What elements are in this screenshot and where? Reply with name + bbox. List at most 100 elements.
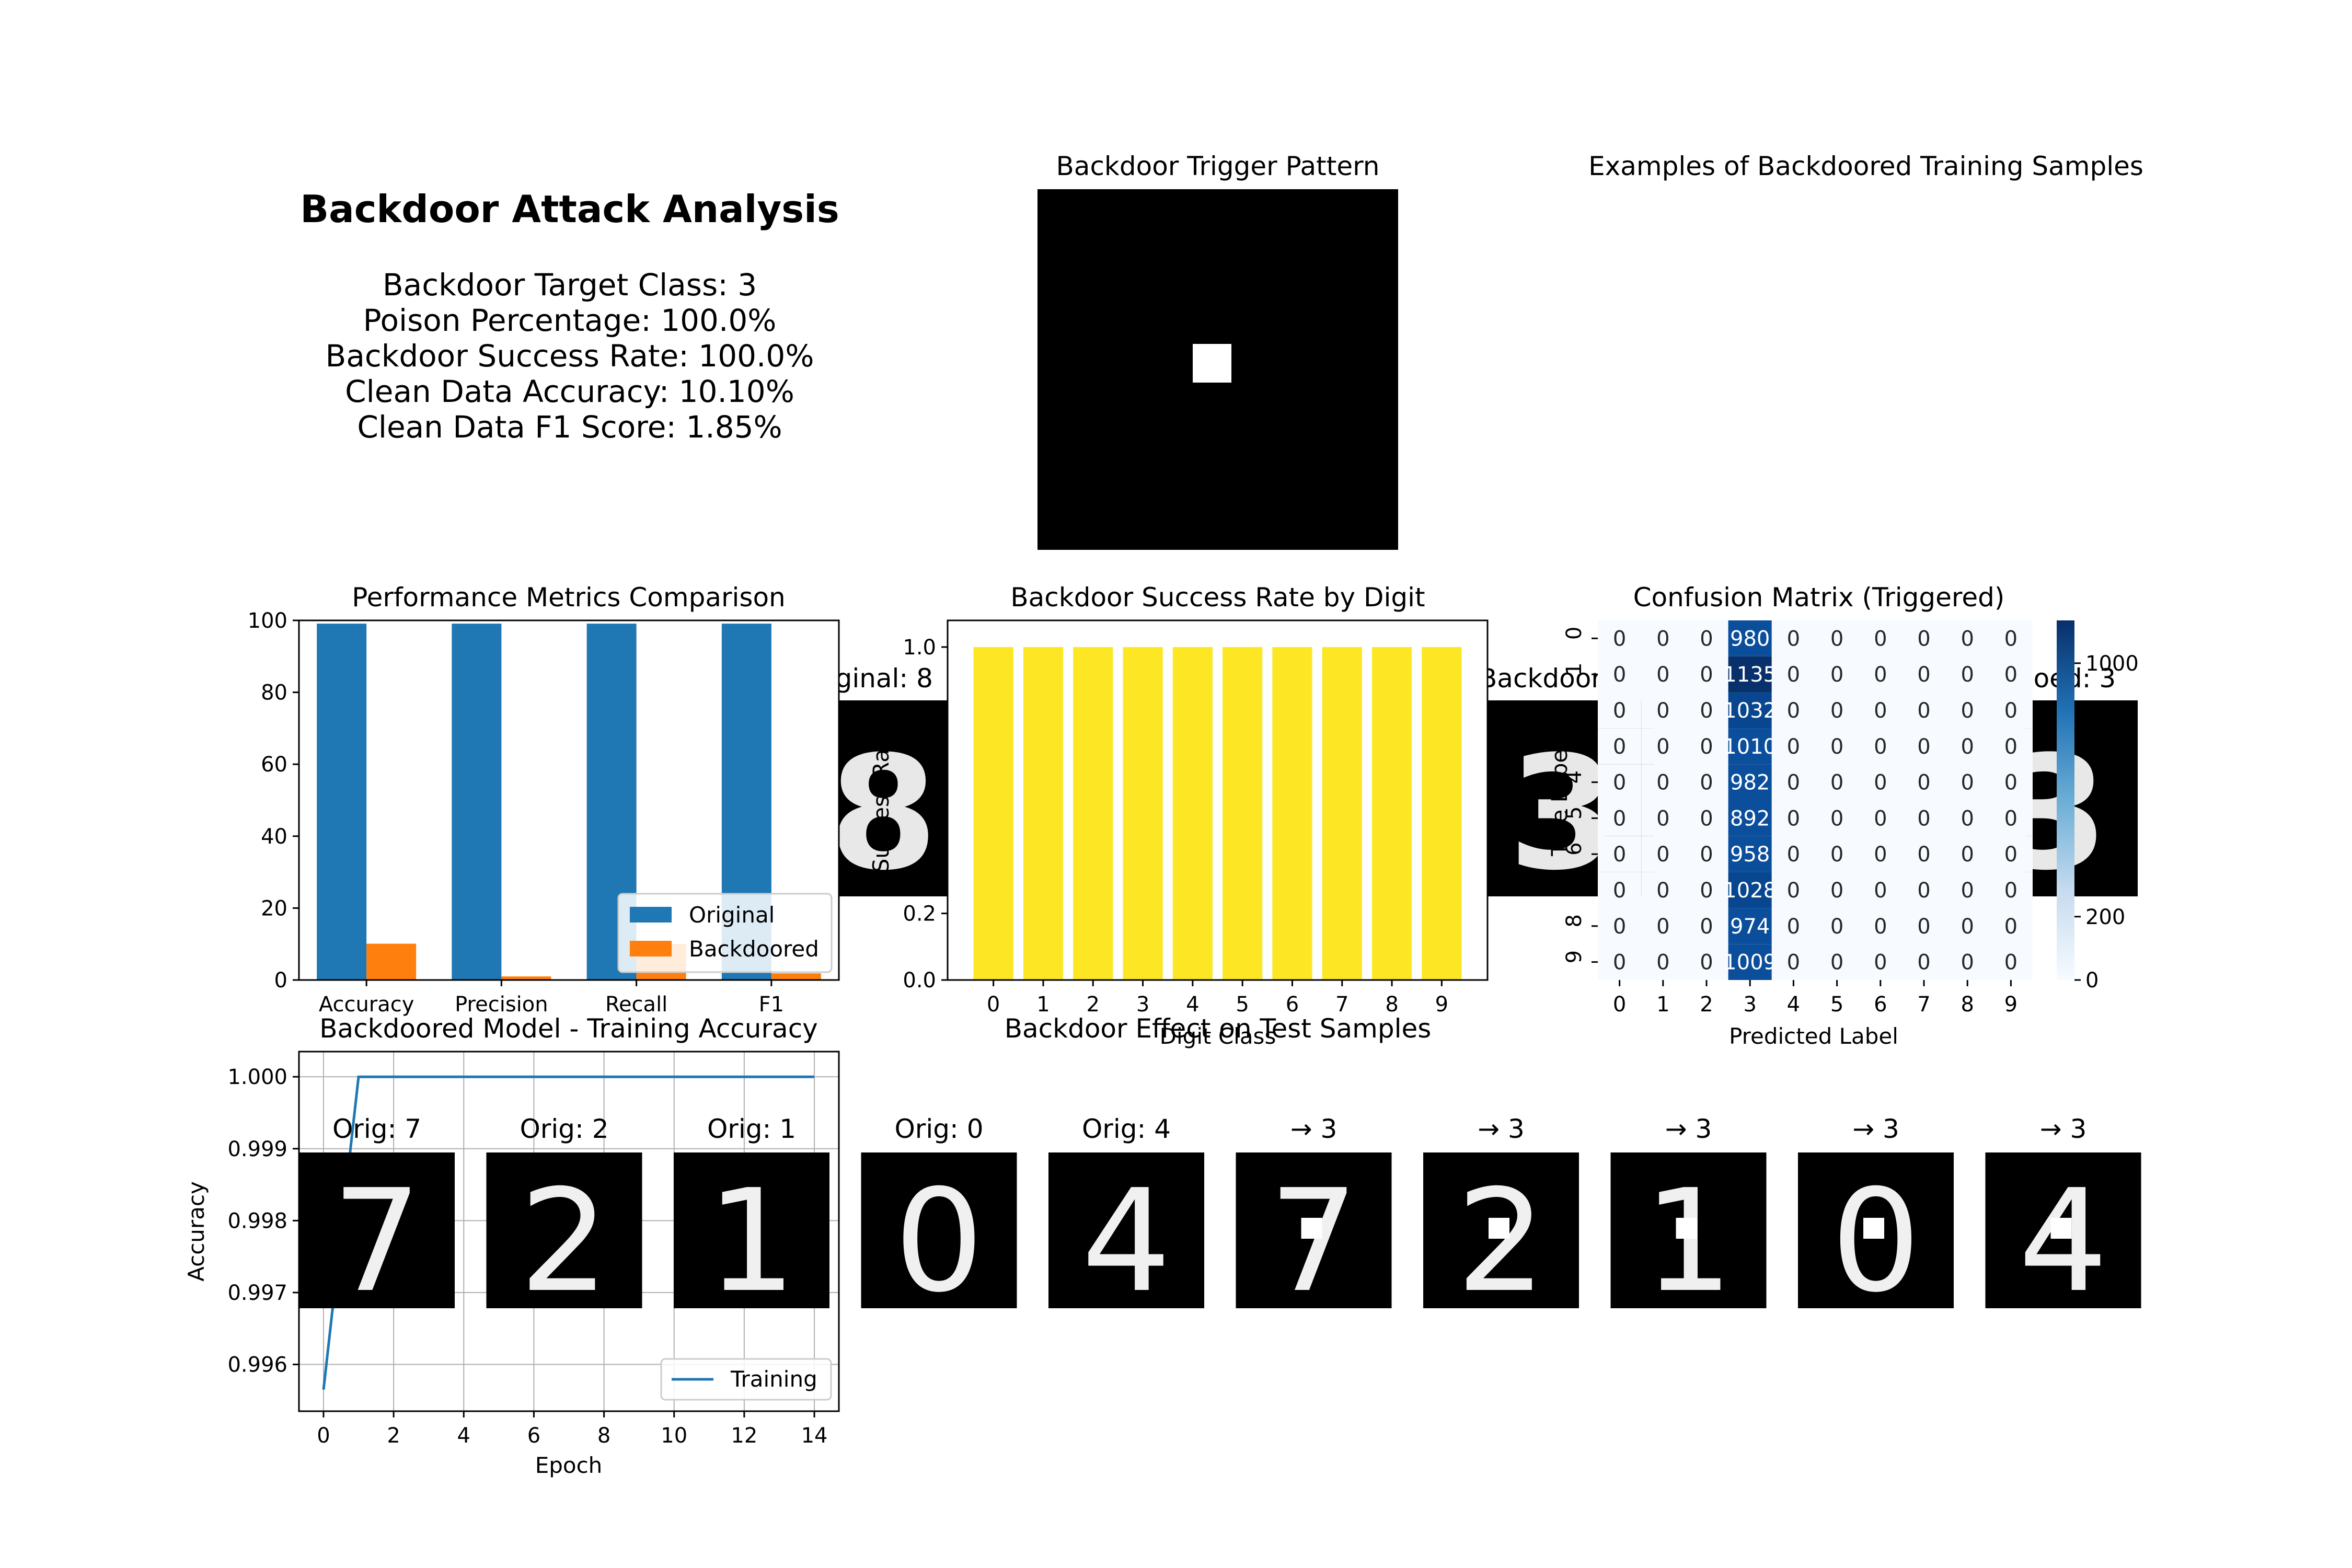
test-sample-label: → 3 [2040,1114,2087,1144]
confusion-cell-value: 0 [1787,806,1800,831]
confusion-cell-value: 0 [1700,843,1713,867]
summary-line-target-class: Backdoor Target Class: 3 [383,267,757,303]
test-sample-image [1048,1152,1204,1308]
confusion-cell [1902,872,1946,908]
confusion-cell [1815,872,1859,908]
confusion-cell [1685,620,1728,656]
success-rate-chart: Backdoor Success Rate by Digit 0.0 0.2 1.0… [868,582,1489,1049]
confusion-cell-value: 0 [1700,663,1713,687]
confusion-cell-value: 0 [1961,806,1974,831]
confusion-cell-value: 0 [1874,627,1887,651]
confusion-cell [1685,872,1728,908]
confusion-cell [1945,944,1989,980]
confusion-cell [1598,728,1642,765]
training-ytick-label: 0.997 [227,1281,287,1305]
test-samples-strip: Backdoor Effect on Test Samples Orig: 7 7… [299,1013,2141,1323]
confusion-cell-value: 0 [2004,699,2017,723]
confusion-xlabel: Predicted Label [1729,1023,1898,1049]
confusion-cell [1815,656,1859,693]
confusion-cell-value: 0 [1656,699,1669,723]
success-bar-digit-2 [1073,647,1113,980]
test-sample-digit: 4 [2019,1159,2108,1323]
confusion-cell [1641,620,1685,656]
confusion-cell [1685,800,1728,836]
confusion-cell [1945,800,1989,836]
confusion-cell-value: 0 [1917,663,1930,687]
success-bar-digit-3 [1123,647,1163,980]
confusion-cell-value: 0 [1917,879,1930,903]
confusion-cell-value: 958 [1730,843,1770,867]
confusion-cell-value: 0 [1830,699,1843,723]
training-xtick-label: 2 [387,1424,400,1448]
confusion-cell [1815,836,1859,872]
confusion-cell-value: 0 [1656,663,1669,687]
confusion-cell [1945,908,1989,944]
confusion-cell-value: 0 [1700,627,1713,651]
examples-title: Examples of Backdoored Training Samples [1588,151,2143,181]
example-backdoored-image-2 [2025,700,2138,896]
confusion-xtick-label: 8 [1961,993,1974,1017]
confusion-cell-value: 0 [2004,951,2017,975]
trigger-square [1193,344,1231,383]
confusion-cell [1728,944,1772,980]
confusion-cell [1728,692,1772,729]
confusion-xtick-label: 9 [2004,993,2017,1017]
performance-legend: Original Backdoored [617,893,833,973]
summary-line-clean-accuracy: Clean Data Accuracy: 10.10% [345,374,794,409]
confusion-cell [1945,836,1989,872]
confusion-xtick-label: 7 [1917,993,1930,1017]
confusion-cell-value: 0 [1656,735,1669,759]
confusion-cell [1641,692,1685,729]
test-sample-digit: 0 [894,1159,984,1323]
confusion-cell-value: 974 [1730,915,1770,939]
success-xtick-label: 6 [1286,993,1299,1017]
test-sample-trigger [2050,1218,2072,1239]
training-xtick-label: 12 [731,1424,757,1448]
confusion-cell-value: 0 [1917,735,1930,759]
confusion-cell-value: 0 [1613,951,1626,975]
confusion-cell-value: 1028 [1723,879,1777,903]
confusion-xtick-label: 4 [1787,993,1800,1017]
test-sample-label: Orig: 7 [332,1114,421,1144]
confusion-cell-value: 1009 [1723,951,1777,975]
success-ytick-label: 0.2 [903,902,936,926]
confusion-cell [1859,800,1903,836]
performance-ytick-label: 100 [248,609,287,633]
confusion-cell [1859,656,1903,693]
confusion-cell-value: 0 [1613,843,1626,867]
confusion-cell [1945,872,1989,908]
confusion-cell-value: 0 [1700,915,1713,939]
confusion-cell-value: 0 [1656,879,1669,903]
confusion-cell-value: 0 [1613,663,1626,687]
confusion-cell-value: 0 [1961,663,1974,687]
confusion-cell-value: 0 [1700,699,1713,723]
success-bar-digit-5 [1223,647,1263,980]
test-samples-title: Backdoor Effect on Test Samples [1005,1013,1432,1044]
legend-swatch-backdoored [630,941,672,956]
test-sample-trigger [1676,1218,1697,1239]
performance-xtick-label: F1 [759,993,784,1017]
confusion-cell-value: 0 [1917,806,1930,831]
confusion-cell-value: 0 [1656,771,1669,795]
confusion-cell [1685,944,1728,980]
confusion-cell [1859,908,1903,944]
summary-line-success-rate: Backdoor Success Rate: 100.0% [326,338,814,374]
confusion-cell [1598,656,1642,693]
confusion-cell-value: 0 [1830,806,1843,831]
bar-original-precision [452,624,502,980]
test-sample-label: → 3 [1290,1114,1338,1144]
confusion-cell-value: 0 [1961,879,1974,903]
confusion-cell-value: 0 [2004,843,2017,867]
training-xtick-label: 14 [801,1424,828,1448]
confusion-cell [1859,620,1903,656]
confusion-cell [1815,692,1859,729]
success-xtick-label: 4 [1186,993,1199,1017]
confusion-cell-value: 0 [1830,771,1843,795]
confusion-cell-value: 892 [1730,806,1770,831]
confusion-cell [1685,656,1728,693]
test-sample-image [299,1152,455,1308]
confusion-cell [1902,944,1946,980]
colorbar-tick-label: 1000 [2085,652,2139,676]
confusion-ytick-label: 1 [1562,662,1586,675]
confusion-cell [1598,836,1642,872]
